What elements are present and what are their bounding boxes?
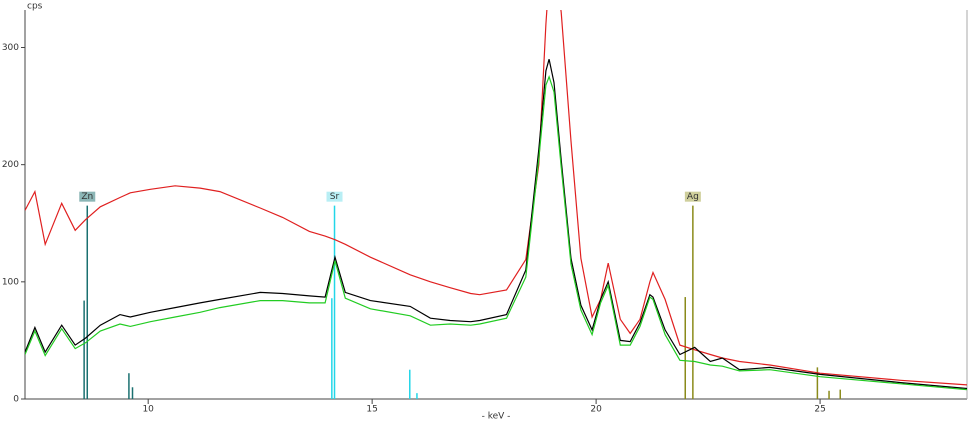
- element-label: Sr: [330, 192, 340, 202]
- y-tick-label: 100: [2, 277, 19, 287]
- x-axis-label: - keV -: [482, 412, 511, 422]
- y-tick-label: 300: [2, 43, 19, 53]
- spectrum-line: [25, 75, 967, 391]
- element-label: Ag: [687, 192, 699, 202]
- x-tick-label: 15: [366, 405, 377, 415]
- y-tick-label: 0: [13, 395, 19, 405]
- x-tick-label: 20: [590, 405, 602, 415]
- element-label: Zn: [81, 192, 93, 202]
- y-tick-label: 200: [2, 160, 19, 170]
- plot-area: [25, 10, 967, 399]
- spectrum-line: [25, 10, 967, 386]
- x-tick-label: 25: [814, 405, 825, 415]
- y-axis-label: cps: [27, 2, 43, 12]
- element-label-box: [684, 191, 701, 202]
- element-label-box: [326, 191, 343, 202]
- element-label-box: [79, 191, 96, 202]
- spectrum-line: [25, 59, 967, 390]
- x-tick-label: 10: [142, 405, 154, 415]
